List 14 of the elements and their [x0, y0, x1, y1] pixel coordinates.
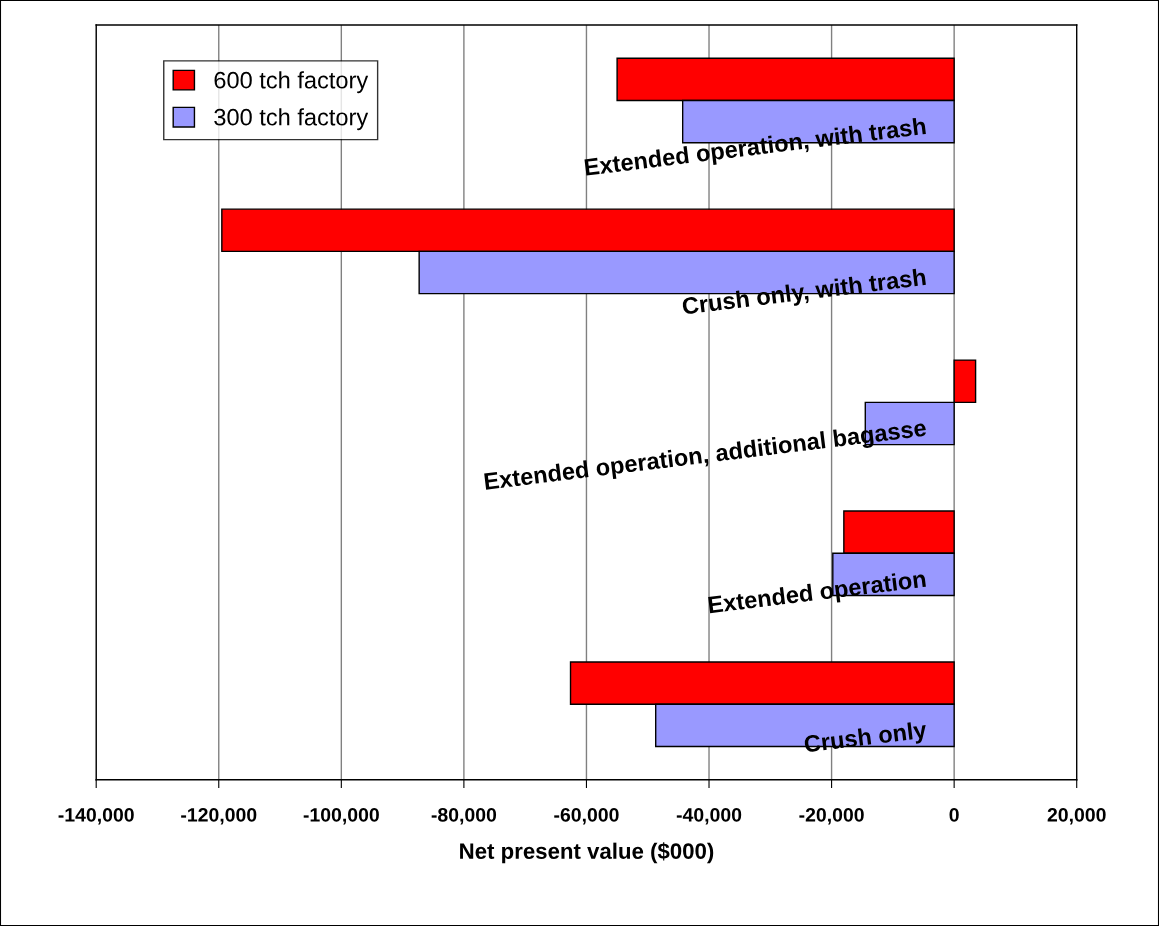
y-tick-label: Extended operation — [708, 569, 927, 619]
x-tick-label: 0 — [949, 807, 959, 822]
x-tick-label: -60,000 — [554, 807, 619, 825]
x-tick-label: -100,000 — [303, 807, 379, 825]
legend-label: 300 tch factory — [214, 108, 369, 131]
x-tick-label: -140,000 — [58, 807, 134, 825]
x-tick-label: -120,000 — [181, 807, 257, 825]
x-axis-title: Net present value ($000) — [460, 842, 714, 864]
x-tick-label: -40,000 — [676, 807, 742, 825]
legend-label: 600 tch factory — [214, 71, 369, 94]
x-tick-label: 20,000 — [1047, 807, 1106, 825]
x-tick-label: -80,000 — [431, 807, 497, 825]
y-tick-label: Extended operation, additional bagasse — [484, 418, 928, 495]
x-tick-label: -20,000 — [799, 807, 864, 825]
